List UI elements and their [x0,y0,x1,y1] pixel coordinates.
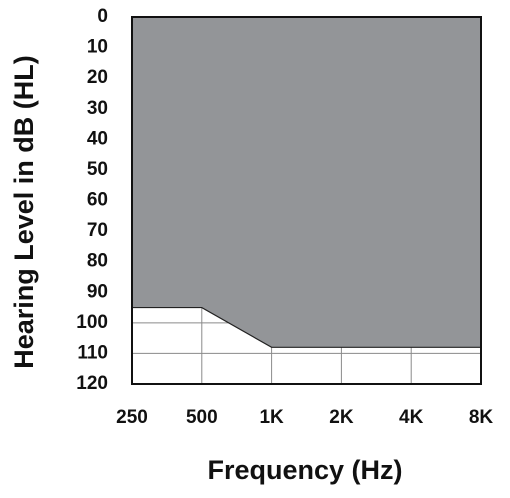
x-tick-label: 4K [399,407,424,428]
y-tick-label: 110 [77,342,108,363]
y-tick-label: 50 [87,159,108,180]
y-tick-label: 20 [87,67,108,88]
area [131,16,482,348]
y-axis-title: Hearing Level in dB (HL) [9,55,39,369]
y-tick-label: 90 [87,281,108,302]
y-tick-label: 30 [87,98,108,119]
y-tick-label: 120 [76,373,108,394]
plot-frame [131,16,482,385]
x-tick-label: 250 [116,407,148,428]
y-tick-label: 70 [87,220,108,241]
x-tick-label: 500 [186,407,218,428]
y-tick-label: 0 [97,6,108,27]
y-tick-label: 60 [87,190,108,211]
y-tick-label: 10 [87,37,108,58]
x-tick-label: 1K [259,407,284,428]
y-tick-label: 100 [76,312,108,333]
y-tick-label: 80 [87,251,108,272]
x-tick-label: 2K [329,407,354,428]
x-tick-label: 8K [469,407,494,428]
y-tick-label: 40 [87,128,108,149]
x-axis-title: Frequency (Hz) [207,455,402,485]
